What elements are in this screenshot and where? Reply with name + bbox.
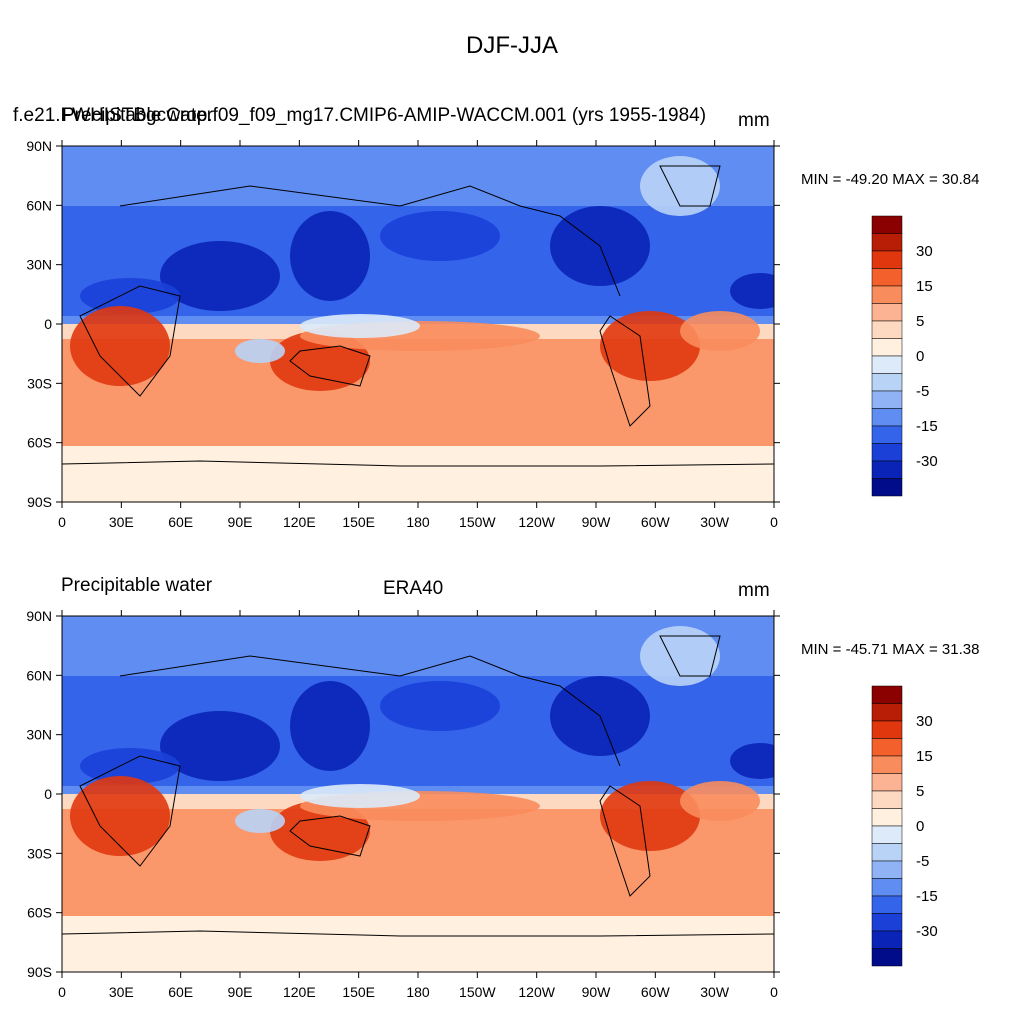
y-tick-label: 90N <box>26 608 52 624</box>
colorbar-swatch <box>871 843 903 862</box>
colorbar-swatch <box>871 703 903 722</box>
colorbar-swatch <box>871 738 903 757</box>
colorbar-label: -30 <box>916 453 938 470</box>
colorbar-swatch <box>871 720 903 739</box>
x-tick-label: 0 <box>58 514 66 530</box>
y-tick-label: 30S <box>27 375 52 391</box>
colorbar-swatch <box>871 948 903 967</box>
colorbar-swatch <box>871 790 903 809</box>
colorbar-label: 0 <box>916 348 924 365</box>
x-tick-label: 150E <box>342 514 375 530</box>
panel1-min-max: MIN = -49.20 MAX = 30.84 <box>801 171 980 188</box>
y-tick-label: 90N <box>26 138 52 154</box>
y-tick-label: 0 <box>44 786 52 802</box>
x-tick-label: 180 <box>406 514 430 530</box>
colorbar-label: -5 <box>916 383 929 400</box>
colorbar-swatch <box>871 878 903 897</box>
figure-title: DJF-JJA <box>466 32 558 59</box>
x-tick-label: 90W <box>582 984 612 1000</box>
y-tick-label: 60S <box>27 435 52 451</box>
colorbar-swatch <box>871 913 903 932</box>
x-tick-label: 120E <box>283 514 316 530</box>
colorbar-label: 30 <box>916 243 933 260</box>
x-tick-label: 60E <box>168 984 193 1000</box>
y-tick-label: 90S <box>27 964 52 980</box>
panel1-center-title: f.e21.FWHISTBgcCrop.f09_f09_mg17.CMIP6-A… <box>13 105 707 126</box>
colorbar-swatch <box>871 895 903 914</box>
colorbar-label: 5 <box>916 313 924 330</box>
x-tick-label: 60W <box>641 514 671 530</box>
panel2-units: mm <box>738 580 770 601</box>
x-tick-label: 150W <box>459 514 496 530</box>
x-tick-label: 0 <box>770 984 778 1000</box>
x-tick-label: 30E <box>109 984 134 1000</box>
x-tick-label: 150W <box>459 984 496 1000</box>
colorbar-swatch <box>871 930 903 949</box>
y-tick-label: 90S <box>27 494 52 510</box>
colorbar-label: -15 <box>916 888 938 905</box>
y-tick-label: 60N <box>26 667 52 683</box>
colorbar-label: 0 <box>916 818 924 835</box>
x-tick-label: 120W <box>518 514 555 530</box>
colorbar-label: -15 <box>916 418 938 435</box>
y-tick-label: 30N <box>26 727 52 743</box>
x-tick-label: 150E <box>342 984 375 1000</box>
x-tick-label: 120W <box>518 984 555 1000</box>
y-tick-label: 60S <box>27 905 52 921</box>
x-tick-label: 0 <box>770 514 778 530</box>
y-tick-label: 60N <box>26 197 52 213</box>
colorbar-swatch <box>871 825 903 844</box>
colorbar-swatch <box>871 773 903 792</box>
x-tick-label: 60E <box>168 514 193 530</box>
field-shading <box>62 616 774 972</box>
colorbar-label: 15 <box>916 748 933 765</box>
colorbar-swatch <box>871 478 903 497</box>
panel2-min-max: MIN = -45.71 MAX = 31.38 <box>801 641 980 658</box>
x-tick-label: 90W <box>582 514 612 530</box>
panel1-units: mm <box>738 110 770 131</box>
colorbar-swatch <box>871 860 903 879</box>
colorbar-label: 15 <box>916 278 933 295</box>
x-tick-label: 30W <box>700 514 730 530</box>
y-tick-label: 30S <box>27 845 52 861</box>
x-tick-label: 30W <box>700 984 730 1000</box>
field-shading <box>62 146 774 502</box>
colorbar-swatch <box>871 755 903 774</box>
x-tick-label: 30E <box>109 514 134 530</box>
panel2-left-title: Precipitable water <box>61 575 213 596</box>
colorbar-label: 30 <box>916 713 933 730</box>
panel2-center-title: ERA40 <box>383 578 444 599</box>
colorbar-swatch <box>871 808 903 827</box>
x-tick-label: 90E <box>228 514 253 530</box>
colorbar-label: 5 <box>916 783 924 800</box>
x-tick-label: 90E <box>228 984 253 1000</box>
colorbar-swatch <box>871 685 903 704</box>
y-tick-label: 0 <box>44 316 52 332</box>
panel1-left-title: Precipitable water <box>62 105 214 126</box>
x-tick-label: 0 <box>58 984 66 1000</box>
colorbar-label: -30 <box>916 923 938 940</box>
colorbar-label: -5 <box>916 853 929 870</box>
y-tick-label: 30N <box>26 257 52 273</box>
x-tick-label: 60W <box>641 984 671 1000</box>
x-tick-label: 180 <box>406 984 430 1000</box>
x-tick-label: 120E <box>283 984 316 1000</box>
